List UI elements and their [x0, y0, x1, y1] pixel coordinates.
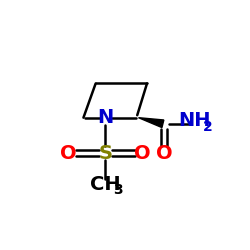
- Text: CH: CH: [90, 176, 121, 195]
- Text: 3: 3: [113, 183, 123, 197]
- Text: O: O: [60, 144, 77, 163]
- Polygon shape: [138, 118, 164, 128]
- Text: N: N: [97, 108, 114, 127]
- Text: O: O: [156, 144, 172, 163]
- Text: S: S: [98, 144, 112, 163]
- Text: 2: 2: [203, 120, 213, 134]
- Text: NH: NH: [178, 111, 211, 130]
- Text: O: O: [134, 144, 150, 163]
